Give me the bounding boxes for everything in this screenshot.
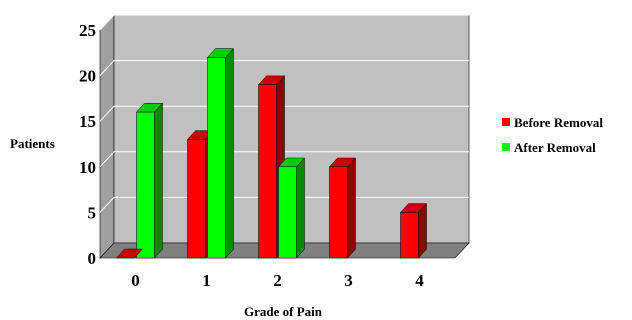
bar-front xyxy=(136,111,155,259)
y-axis-title: Patients xyxy=(10,136,55,151)
bar-side xyxy=(225,47,234,259)
y-axis-ticks: 0 5 10 15 20 25 xyxy=(79,21,96,268)
bar-after-removal-1 xyxy=(206,47,235,259)
bar-front xyxy=(187,139,206,259)
x-axis-title: Grade of Pain xyxy=(244,304,323,319)
gridline xyxy=(99,151,469,168)
x-tick-label: 4 xyxy=(415,271,424,290)
x-tick-label: 1 xyxy=(202,271,211,290)
x-axis-ticks: 0 1 2 3 4 xyxy=(131,271,424,290)
y-tick-label: 25 xyxy=(79,21,96,40)
legend-label-before-removal: Before Removal xyxy=(514,115,603,130)
y-tick-label: 5 xyxy=(88,203,97,222)
y-tick-label: 20 xyxy=(79,67,96,86)
gridline xyxy=(99,105,469,122)
bar-side xyxy=(154,102,163,259)
bar-after-removal-2 xyxy=(277,157,306,259)
bar-front xyxy=(207,57,226,259)
y-tick-label: 15 xyxy=(79,112,96,131)
bar-front xyxy=(329,166,348,259)
bar-front xyxy=(258,84,277,259)
x-tick-label: 3 xyxy=(344,271,353,290)
gridline xyxy=(99,60,469,76)
left-wall xyxy=(99,14,115,259)
bar-zero-before-removal-0 xyxy=(115,248,144,259)
bars xyxy=(115,47,428,259)
x-tick-label: 2 xyxy=(273,271,282,290)
gridline xyxy=(99,14,469,31)
bar-side xyxy=(296,157,305,259)
bar-before-removal-4 xyxy=(399,202,428,259)
legend-label-after-removal: After Removal xyxy=(514,140,596,155)
bar-after-removal-0 xyxy=(135,102,164,259)
x-tick-label: 0 xyxy=(131,271,140,290)
y-tick-label: 10 xyxy=(79,158,96,177)
legend-swatch-before-removal xyxy=(502,118,510,126)
legend-swatch-after-removal xyxy=(502,143,510,151)
bar-side xyxy=(418,202,427,259)
bar-side xyxy=(347,157,356,259)
legend: Before Removal After Removal xyxy=(502,115,603,155)
y-tick-label: 0 xyxy=(88,249,97,268)
bar-front xyxy=(278,166,297,259)
bar-before-removal-3 xyxy=(328,157,357,259)
bar-front xyxy=(400,212,419,259)
